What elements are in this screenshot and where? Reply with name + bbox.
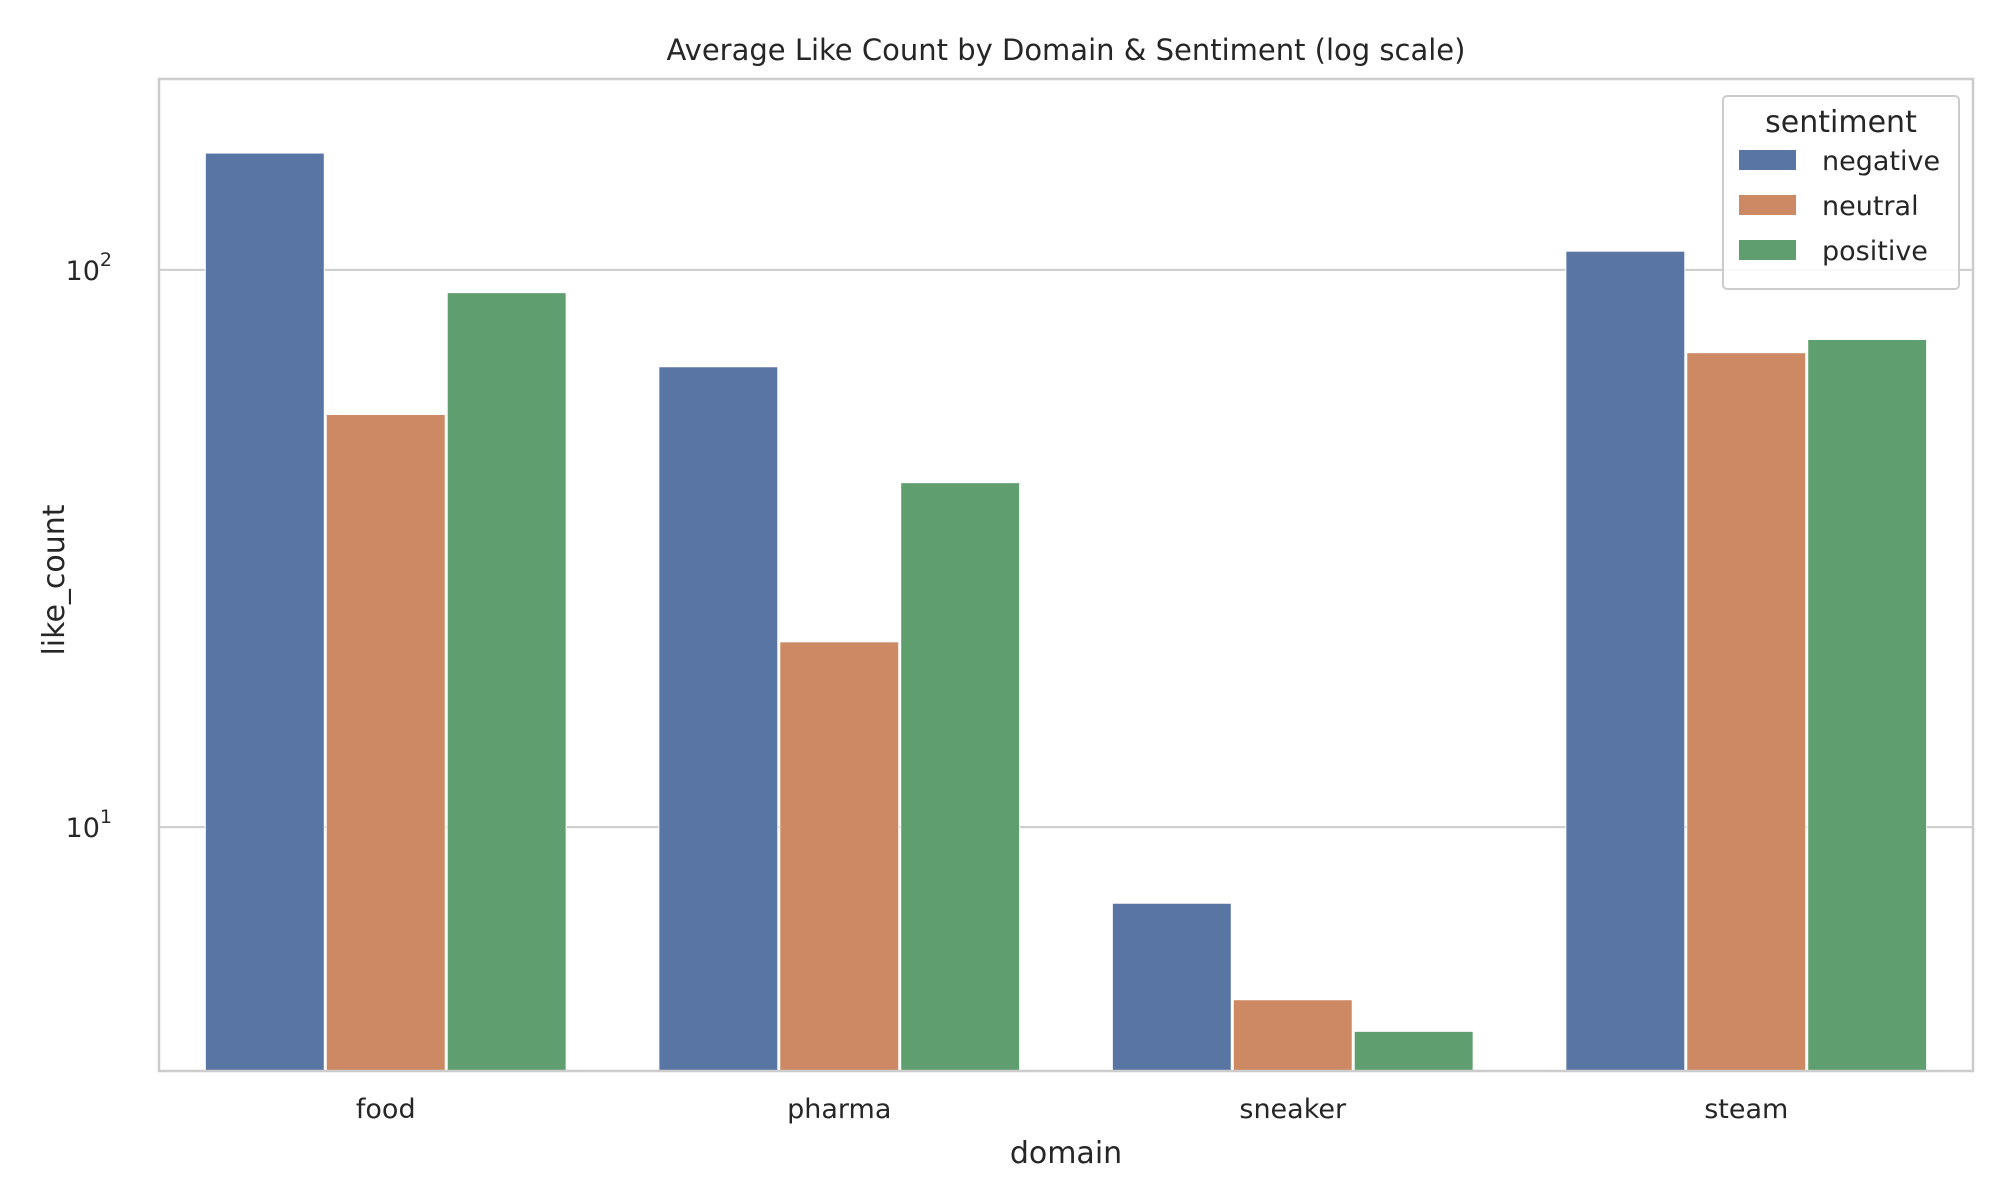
bar-food-negative (204, 152, 325, 1072)
bar-food-neutral (325, 414, 446, 1072)
y-tick-label: 101 (66, 806, 112, 844)
bar-sneaker-negative (1111, 902, 1232, 1072)
legend-label-negative: negative (1822, 146, 1940, 177)
y-tick-label: 102 (66, 249, 112, 287)
bar-food-positive (446, 292, 567, 1072)
legend-swatch-positive (1739, 240, 1796, 260)
legend-label-neutral: neutral (1822, 191, 1919, 222)
x-axis-label: domain (1010, 1136, 1122, 1171)
legend: sentiment negative neutral positive (1722, 95, 1960, 290)
bar-steam-positive (1807, 338, 1928, 1072)
bar-sneaker-positive (1353, 1030, 1474, 1072)
bar-sneaker-neutral (1232, 999, 1353, 1072)
bar-steam-neutral (1686, 352, 1807, 1072)
x-tick-label: sneaker (1239, 1094, 1347, 1125)
legend-items: negative neutral positive (1739, 146, 1940, 267)
legend-swatch-neutral (1739, 195, 1796, 215)
legend-label-positive: positive (1822, 236, 1928, 267)
y-axis-label: like_count (37, 504, 72, 655)
bar-pharma-neutral (779, 641, 900, 1072)
bar-steam-negative (1565, 250, 1686, 1072)
legend-title: sentiment (1765, 105, 1917, 140)
x-tick-label: food (356, 1094, 416, 1125)
x-axis-ticks: food pharma sneaker steam (356, 1094, 1788, 1125)
bar-pharma-positive (900, 482, 1021, 1072)
chart-title: Average Like Count by Domain & Sentiment… (667, 33, 1466, 67)
bars (204, 152, 1928, 1072)
plot-frame (157, 77, 1975, 1073)
y-axis-ticks: 101 102 (66, 249, 112, 844)
bar-pharma-negative (658, 366, 779, 1072)
x-tick-label: pharma (787, 1094, 891, 1125)
legend-swatch-negative (1739, 150, 1796, 170)
x-tick-label: steam (1704, 1094, 1788, 1125)
